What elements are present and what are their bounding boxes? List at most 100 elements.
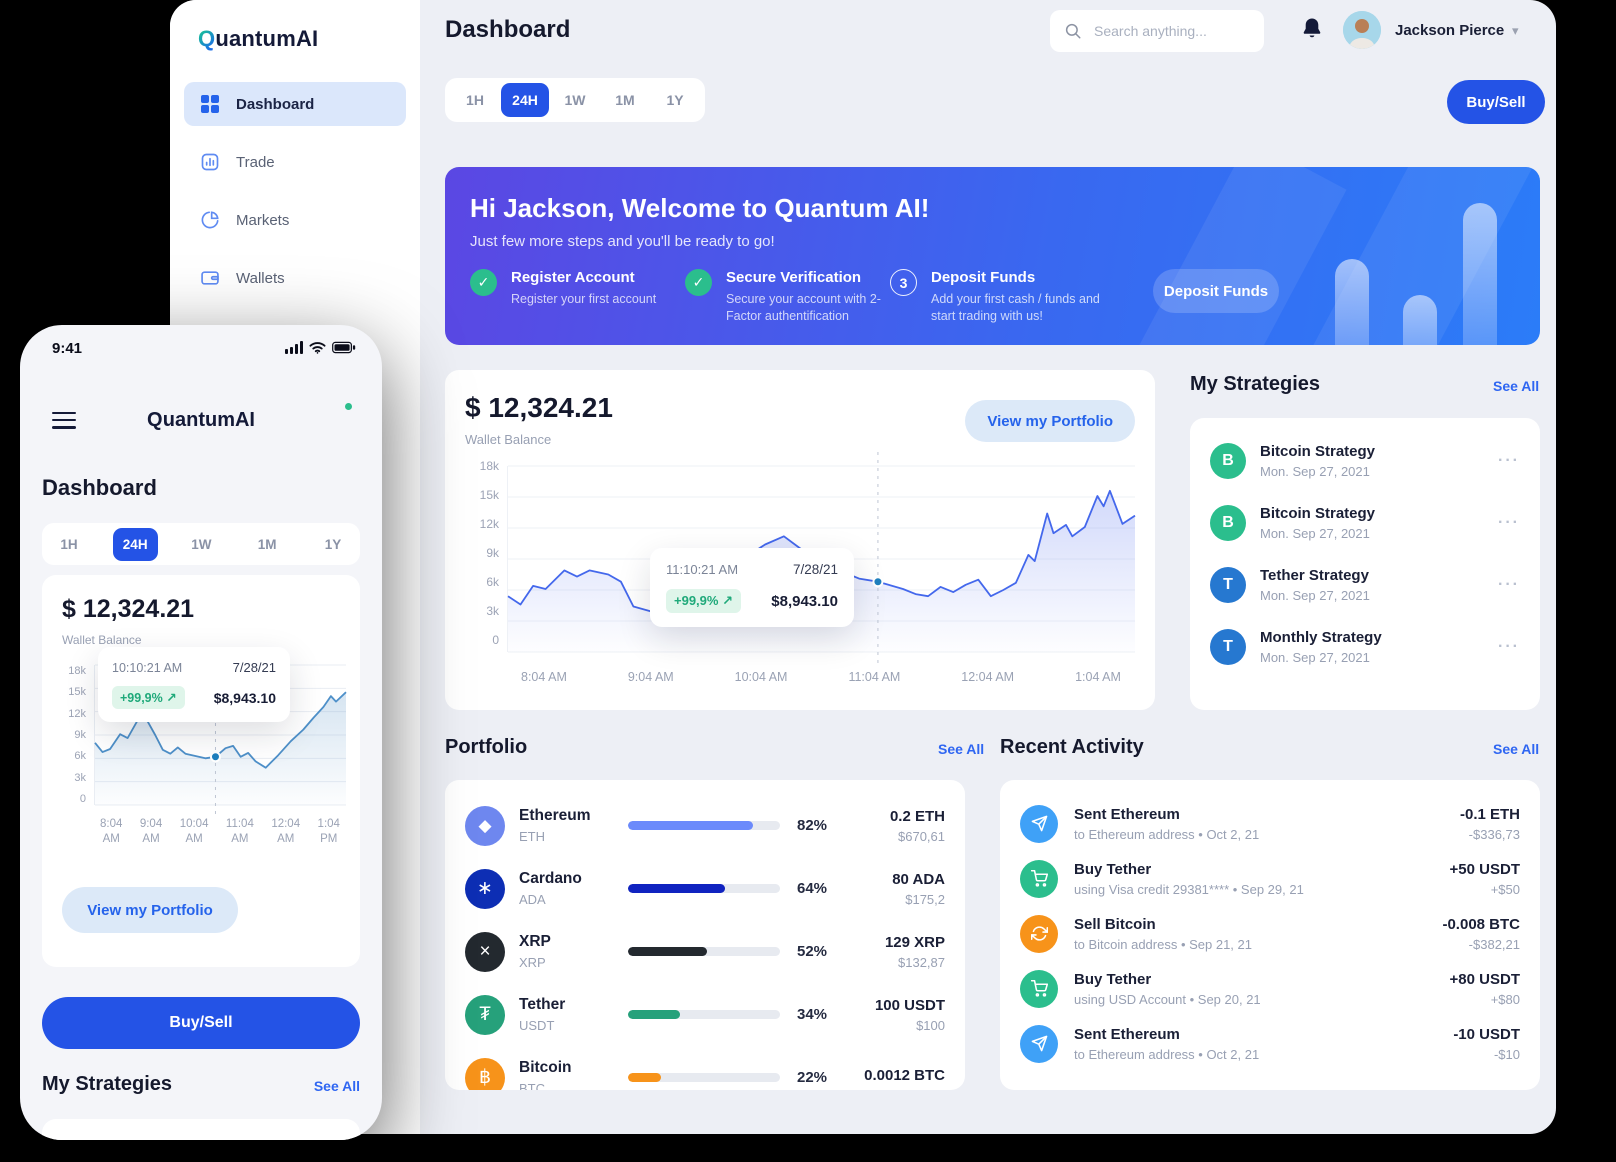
allocation-bar (628, 821, 780, 830)
logo-q: Q (198, 26, 216, 51)
cardano-icon: ∗ (465, 868, 505, 909)
strategy-row[interactable]: B Bitcoin Strategy Mon. Sep 27, 2021 ··· (1190, 430, 1540, 492)
tab-1h[interactable]: 1H (466, 92, 484, 108)
avatar[interactable] (1343, 11, 1381, 49)
notifications-button[interactable] (1300, 16, 1556, 47)
app-logo: QuantumAI (198, 26, 318, 52)
tab-1w[interactable]: 1W (564, 92, 586, 108)
dashboard-grid-icon (201, 95, 219, 113)
x-axis-labels: 8:04 AM 9:04 AM 10:04 AM 11:04 AM 12:04 AM 1:… (100, 817, 340, 847)
deposit-funds-button[interactable]: Deposit Funds (1153, 269, 1279, 313)
allocation-bar-fill (628, 821, 753, 830)
activity-amount: -0.1 ETH (1459, 805, 1520, 823)
activity-row: Buy Tether using USD Account • Sep 20, 21… (1000, 961, 1540, 1016)
step-description: Add your first cash / funds and start tr… (931, 292, 1100, 323)
y-tick: 3k (486, 604, 499, 618)
user-name[interactable]: Jackson Pierce (1395, 22, 1505, 39)
coin-glyph: ∗ (477, 878, 493, 899)
mobile-buy-sell-button[interactable]: Buy/Sell (42, 997, 360, 1049)
send-icon (1020, 1024, 1058, 1063)
coin-amount: 0.0012 BTC (864, 1067, 945, 1084)
coin-amount: 129 XRP (884, 933, 945, 951)
activity-label: Buy Tether (1074, 860, 1152, 878)
banner-deco-bar (1403, 295, 1437, 345)
x-tick: 8:04 AM (521, 670, 567, 684)
tab-1h[interactable]: 1H (60, 536, 78, 552)
logo-rest: uantumAI (215, 26, 319, 51)
mobile-strategies-see-all[interactable]: See All (313, 1078, 360, 1094)
strategies-card: B Bitcoin Strategy Mon. Sep 27, 2021 ··· … (1190, 418, 1540, 710)
view-portfolio-button[interactable]: View my Portfolio (965, 400, 1135, 442)
activity-usd: -$336,73 (1468, 826, 1520, 842)
activity-label: Sell Bitcoin (1074, 915, 1156, 933)
row-menu-icon[interactable]: ··· (1498, 452, 1520, 469)
portfolio-see-all[interactable]: See All (938, 741, 985, 757)
arrow-up-right-icon: ↗ (722, 593, 733, 608)
tab-1m[interactable]: 1M (257, 536, 277, 552)
coin-initial: B (1222, 514, 1234, 531)
step-number-icon: 3 (890, 269, 917, 296)
tab-1m[interactable]: 1M (615, 92, 635, 108)
coin-amount: 100 USDT (874, 996, 945, 1014)
page-title: Dashboard (445, 16, 571, 43)
sidebar-item-label: Wallets (236, 269, 285, 287)
y-tick: 3k (74, 771, 86, 784)
tab-1y[interactable]: 1Y (666, 92, 684, 108)
activity-see-all[interactable]: See All (1493, 741, 1540, 757)
portfolio-row-ethereum: ◆ Ethereum ETH 82% 0.2 ETH $670,61 (445, 794, 965, 857)
tab-1y[interactable]: 1Y (324, 536, 342, 552)
tab-24h[interactable]: 24H (112, 527, 158, 561)
strategy-row[interactable]: T Tether Strategy Mon. Sep 27, 2021 ··· (1190, 554, 1540, 616)
activity-label: Sent Ethereum (1074, 805, 1180, 823)
welcome-banner: Hi Jackson, Welcome to Quantum AI! Just … (445, 167, 1540, 345)
menu-button[interactable] (52, 407, 76, 433)
mobile-view-portfolio-button[interactable]: View my Portfolio (62, 887, 238, 933)
send-icon (1020, 804, 1058, 843)
trade-chart-icon (201, 153, 219, 171)
banner-deco-bar (1335, 259, 1369, 345)
row-menu-icon[interactable]: ··· (1498, 576, 1520, 593)
x-tick: 12:04 AM (271, 818, 301, 845)
x-tick: 10:04 AM (179, 818, 209, 845)
activity-detail: to Bitcoin address • Sep 21, 21 (1074, 936, 1252, 952)
coin-amount: 80 ADA (892, 870, 945, 888)
search-box (1050, 10, 1264, 52)
tab-1w[interactable]: 1W (191, 536, 212, 552)
strategy-row[interactable]: B Bitcoin Strategy Mon. Sep 27, 2021 ··· (1190, 492, 1540, 554)
sidebar-item-wallets[interactable]: Wallets (184, 256, 406, 300)
change-value: +99,9% (120, 691, 163, 705)
mobile-wallet-card: $ 12,324.21 Wallet Balance 18k 15k 12k 9… (42, 575, 360, 967)
activity-usd: -$382,21 (1468, 936, 1520, 952)
strategy-row[interactable]: T Monthly Strategy Mon. Sep 27, 2021 ··· (1190, 616, 1540, 678)
activity-title: Recent Activity (1000, 736, 1144, 758)
coin-usd-value: $132,87 (898, 954, 945, 970)
coin-initial: T (1223, 638, 1233, 655)
wallet-balance-label: Wallet Balance (465, 432, 552, 447)
activity-row: Sent Ethereum to Ethereum address • Oct 2… (1000, 1016, 1540, 1071)
search-input[interactable] (1092, 22, 1242, 40)
row-menu-icon[interactable]: ··· (1498, 514, 1520, 531)
user-menu-caret-icon[interactable]: ▾ (1512, 23, 1519, 38)
allocation-bar (628, 1073, 780, 1082)
coin-symbol: ETH (519, 829, 545, 844)
step-title: Secure Verification (726, 269, 862, 286)
activity-row: Sent Ethereum to Ethereum address • Oct 2… (1000, 796, 1540, 851)
allocation-percent: 34% (797, 1006, 828, 1023)
strategies-see-all[interactable]: See All (1493, 378, 1540, 394)
sidebar-item-markets[interactable]: Markets (184, 198, 406, 242)
markets-pie-icon (201, 211, 219, 229)
sidebar-item-dashboard[interactable]: Dashboard (184, 82, 406, 126)
y-tick: 6k (486, 575, 499, 589)
coin-glyph: ฿ (478, 1067, 492, 1088)
strategy-date: Mon. Sep 27, 2021 (1260, 650, 1370, 665)
buy-sell-button[interactable]: Buy/Sell (1447, 80, 1545, 124)
y-tick: 15k (479, 488, 499, 502)
row-menu-icon[interactable]: ··· (1498, 638, 1520, 655)
sidebar-item-trade[interactable]: Trade (184, 140, 406, 184)
tooltip-date: 7/28/21 (792, 562, 838, 577)
tab-24h[interactable]: 24H (501, 83, 549, 117)
activity-detail: to Ethereum address • Oct 2, 21 (1074, 1046, 1260, 1062)
mobile-notifications-button[interactable] (20, 403, 352, 432)
y-axis-labels: 18k 15k 12k 9k 6k 3k 0 (459, 460, 499, 646)
x-tick: 8:04 AM (100, 818, 123, 845)
